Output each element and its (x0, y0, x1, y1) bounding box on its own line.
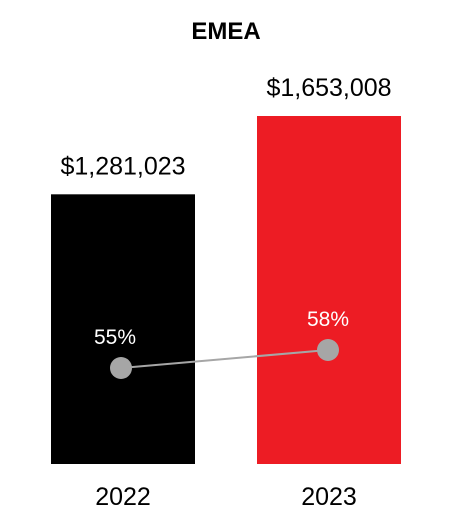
labels-group: $1,281,023 2022 $1,653,008 2023 (60, 74, 391, 511)
bar-2023 (257, 116, 401, 464)
bar-2022 (51, 194, 195, 464)
bars-group (51, 116, 401, 464)
value-label-2022: $1,281,023 (60, 152, 185, 180)
chart-title: EMEA (191, 18, 260, 45)
overlay-line (120, 349, 329, 369)
overlay-marker-2023 (317, 339, 339, 361)
overlay-label-2022: 55% (94, 326, 136, 349)
category-label-2022: 2022 (95, 483, 151, 511)
value-label-2023: $1,653,008 (266, 74, 391, 102)
overlay-marker-2022 (110, 357, 132, 379)
category-label-2023: 2023 (301, 483, 357, 511)
overlay-label-2023: 58% (307, 308, 349, 331)
overlay-line-group: 55% 58% (94, 308, 349, 379)
